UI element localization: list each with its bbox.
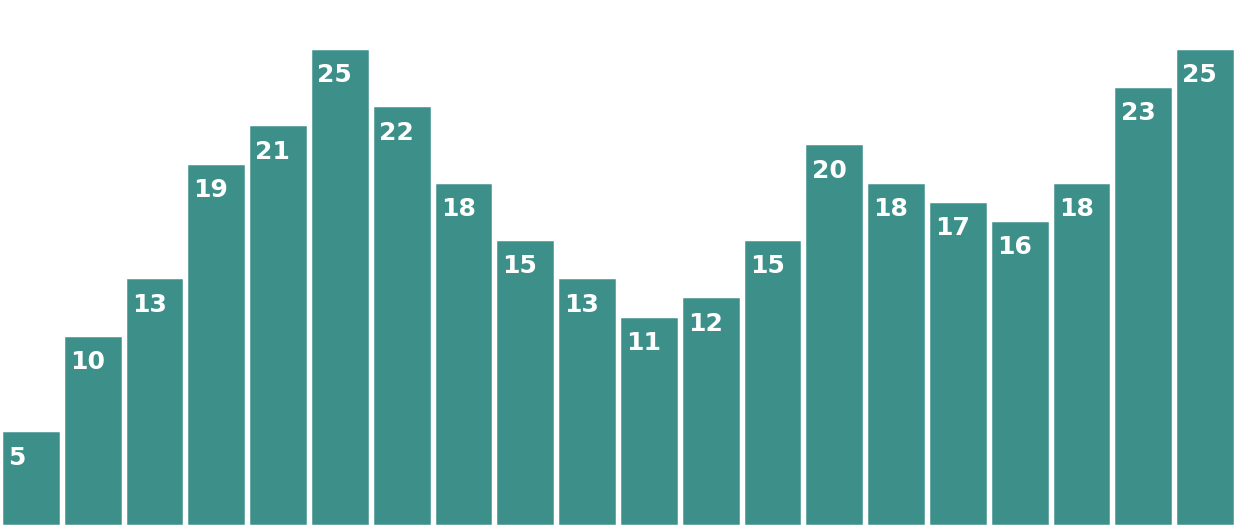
- Text: 17: 17: [936, 216, 970, 240]
- Text: 18: 18: [874, 197, 908, 221]
- Text: 25: 25: [318, 63, 352, 87]
- Bar: [496, 239, 555, 526]
- Text: 15: 15: [750, 255, 785, 278]
- Text: 21: 21: [256, 139, 290, 164]
- Bar: [434, 181, 493, 526]
- Text: 15: 15: [503, 255, 538, 278]
- Bar: [1052, 181, 1111, 526]
- Bar: [187, 163, 246, 526]
- Bar: [990, 220, 1049, 526]
- Text: 13: 13: [565, 292, 599, 317]
- Bar: [557, 277, 617, 526]
- Text: 10: 10: [70, 350, 105, 374]
- Text: 12: 12: [688, 312, 723, 336]
- Text: 16: 16: [997, 235, 1032, 259]
- Bar: [1114, 86, 1173, 526]
- Bar: [619, 316, 679, 526]
- Text: 5: 5: [9, 446, 26, 470]
- Text: 22: 22: [379, 120, 414, 145]
- Bar: [805, 144, 864, 526]
- Text: 25: 25: [1183, 63, 1217, 87]
- Text: 20: 20: [812, 159, 847, 183]
- Bar: [743, 239, 802, 526]
- Bar: [63, 335, 122, 526]
- Bar: [928, 201, 988, 526]
- Bar: [866, 181, 926, 526]
- Text: 18: 18: [441, 197, 476, 221]
- Bar: [1175, 48, 1235, 526]
- Text: 11: 11: [627, 331, 661, 355]
- Text: 18: 18: [1059, 197, 1094, 221]
- Bar: [310, 48, 370, 526]
- Bar: [125, 277, 184, 526]
- Bar: [248, 124, 308, 526]
- Bar: [372, 105, 431, 526]
- Text: 19: 19: [194, 178, 229, 202]
- Text: 13: 13: [132, 292, 167, 317]
- Bar: [681, 297, 740, 526]
- Bar: [1, 430, 61, 526]
- Text: 23: 23: [1121, 102, 1156, 125]
